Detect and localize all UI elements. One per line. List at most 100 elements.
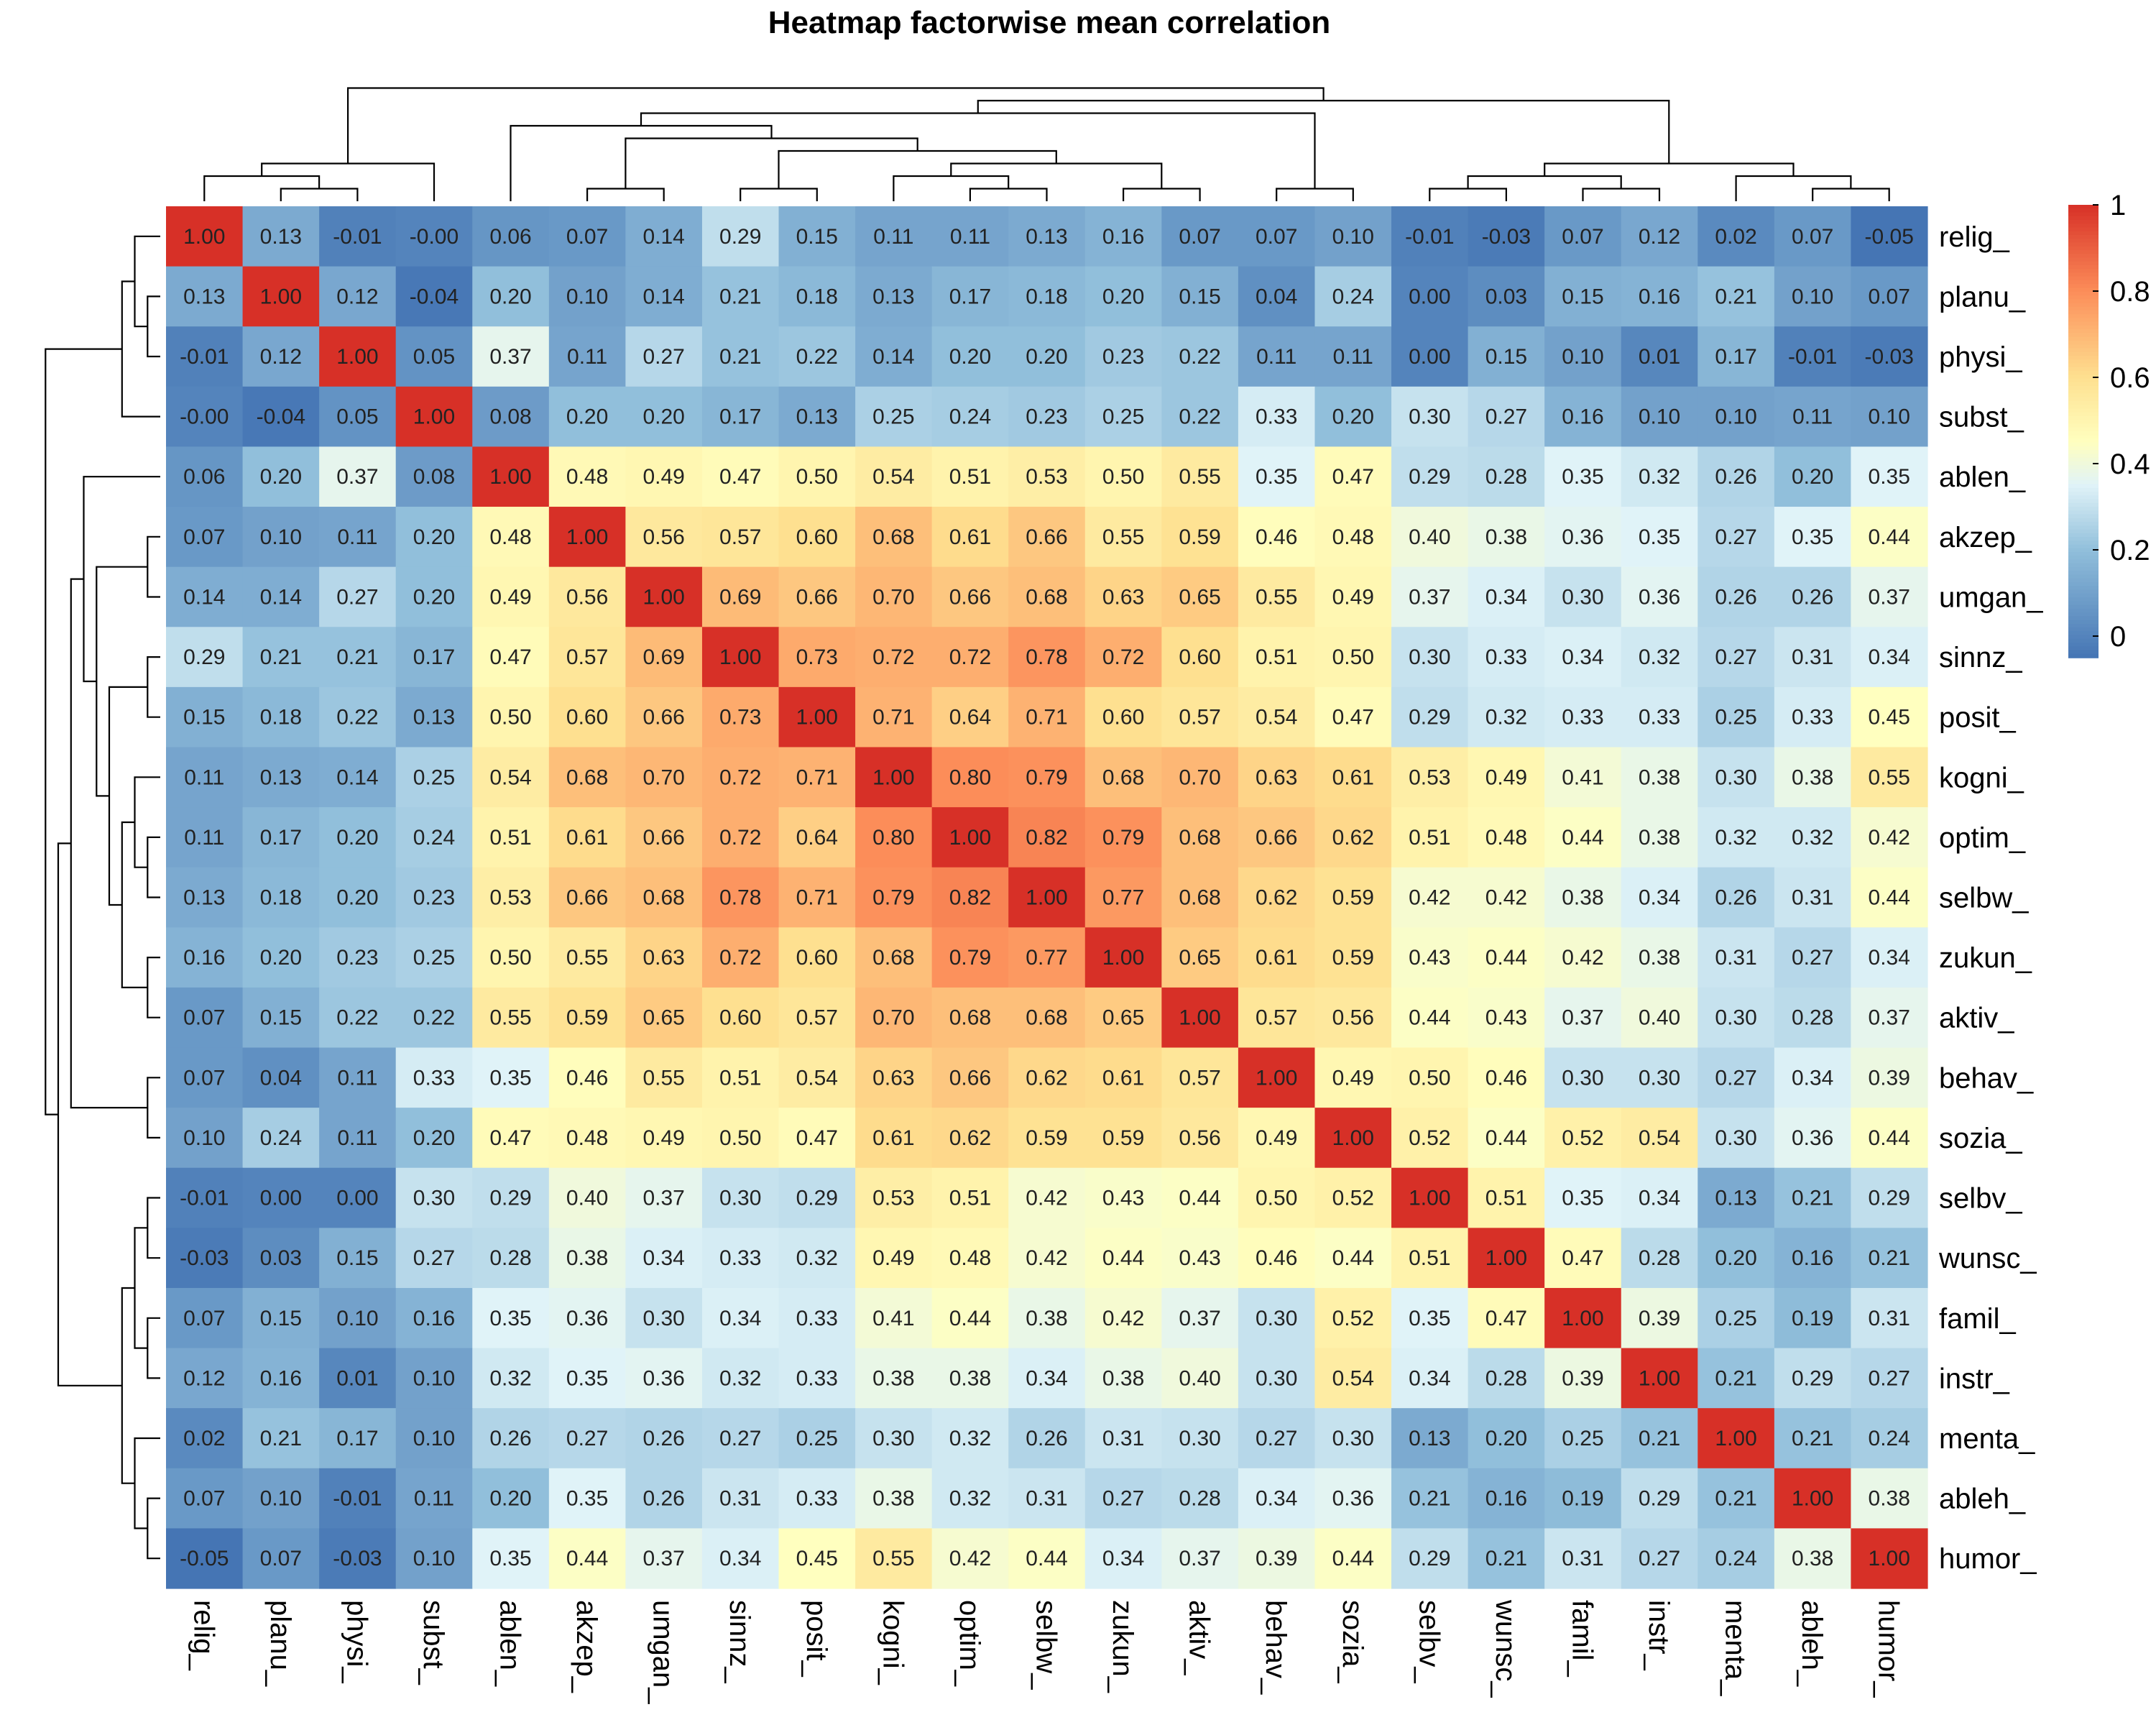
- cell-value-label: 0.34: [1792, 1066, 1833, 1090]
- heatmap-cell: [1468, 747, 1545, 808]
- heatmap-cell: [242, 446, 320, 507]
- heatmap-cell: [1774, 566, 1852, 627]
- cell-value-label: 0.48: [489, 525, 531, 549]
- cell-value-label: 0.34: [1409, 1366, 1450, 1390]
- cell-value-label: 0.07: [183, 525, 225, 549]
- cell-value-label: 0.07: [1869, 285, 1910, 308]
- legend-gradient-segment: [2068, 533, 2099, 538]
- dendrogram-branch: [950, 162, 1163, 189]
- cell-value-label: 0.25: [1562, 1427, 1603, 1450]
- cell-value-label: 0.04: [1256, 285, 1297, 308]
- cell-value-label: 0.07: [183, 1006, 225, 1030]
- heatmap-cell: [1391, 867, 1469, 928]
- row-label: selbw_: [1939, 883, 2029, 914]
- heatmap-cell: [625, 1528, 703, 1589]
- heatmap-cell: [319, 1408, 397, 1469]
- heatmap-cell: [1621, 326, 1698, 387]
- heatmap-cell: [1851, 266, 1928, 327]
- cell-value-label: 0.12: [1639, 225, 1680, 249]
- legend-gradient-segment: [2068, 356, 2099, 361]
- heatmap-cell: [166, 1528, 244, 1589]
- cell-value-label: 0.49: [642, 1126, 684, 1150]
- legend-gradient-segment: [2068, 438, 2099, 443]
- heatmap-cell: [1468, 1528, 1545, 1589]
- cell-value-label: 0.24: [1332, 285, 1374, 308]
- legend-gradient-segment: [2068, 341, 2099, 346]
- heatmap-cell: [1544, 326, 1622, 387]
- heatmap-cell: [472, 747, 550, 808]
- heatmap-cell: [1391, 1047, 1469, 1108]
- cell-value-label: 1.00: [1332, 1126, 1374, 1150]
- cell-value-label: -0.04: [257, 405, 305, 429]
- cell-value-label: 0.38: [1792, 765, 1833, 789]
- heatmap-cell: [1314, 1287, 1392, 1349]
- heatmap-cell: [395, 386, 473, 448]
- heatmap-cell: [472, 867, 550, 928]
- cell-value-label: 0.68: [1026, 1006, 1067, 1030]
- cell-value-label: 0.36: [642, 1366, 684, 1390]
- legend-gradient-segment: [2068, 631, 2099, 636]
- heatmap-cell: [548, 1167, 626, 1228]
- heatmap-cell: [1391, 1228, 1469, 1289]
- heatmap-cell: [1238, 1287, 1316, 1349]
- legend-gradient-segment: [2068, 359, 2099, 364]
- cell-value-label: 1.00: [1562, 1307, 1603, 1330]
- heatmap-cell: [1314, 1348, 1392, 1409]
- heatmap-cell: [1391, 747, 1469, 808]
- heatmap-cell: [778, 627, 856, 688]
- cell-value-label: 0.24: [413, 826, 455, 850]
- cell-value-label: 0.71: [872, 706, 914, 730]
- row-label: relig_: [1939, 221, 2010, 253]
- cell-value-label: 0.71: [1026, 706, 1067, 730]
- heatmap-cell: [319, 206, 397, 267]
- heatmap-cell: [855, 987, 933, 1049]
- cell-value-label: 0.35: [1639, 525, 1680, 549]
- cell-value-label: 0.11: [337, 1066, 377, 1090]
- heatmap-cell: [1851, 446, 1928, 507]
- heatmap-cell: [395, 1468, 473, 1529]
- cell-value-label: 0.55: [566, 946, 608, 970]
- cell-value-label: 0.35: [1792, 525, 1833, 549]
- heatmap-cell: [1621, 747, 1698, 808]
- legend-gradient-segment: [2068, 231, 2099, 236]
- cell-value-label: 0.44: [949, 1307, 991, 1330]
- dendrogram-branch: [108, 686, 148, 906]
- cell-value-label: 0.21: [1869, 1246, 1910, 1270]
- cell-value-label: 0.39: [1562, 1366, 1603, 1390]
- heatmap-cell: [778, 1108, 856, 1169]
- cell-value-label: 0.00: [336, 1187, 378, 1210]
- legend-gradient-segment: [2068, 540, 2099, 546]
- cell-value-label: 1.00: [872, 765, 914, 789]
- heatmap-cell: [1008, 1408, 1086, 1469]
- legend-gradient-segment: [2068, 427, 2099, 432]
- cell-value-label: 0.16: [260, 1366, 302, 1390]
- cell-value-label: 0.30: [1562, 585, 1603, 609]
- legend-gradient-segment: [2068, 374, 2099, 380]
- heatmap-cell: [166, 927, 244, 988]
- legend-gradient-segment: [2068, 269, 2099, 274]
- heatmap-cell: [1314, 987, 1392, 1049]
- column-label: umgan_: [648, 1600, 679, 1704]
- cell-value-label: 0.10: [413, 1366, 455, 1390]
- heatmap-cell: [1621, 1348, 1698, 1409]
- legend-gradient-segment: [2068, 299, 2099, 304]
- cell-value-label: 0.59: [1102, 1126, 1144, 1150]
- cell-value-label: 0.20: [1485, 1427, 1527, 1450]
- heatmap-cell: [319, 747, 397, 808]
- heatmap-cell: [1697, 1468, 1775, 1529]
- cell-value-label: 0.44: [1102, 1246, 1144, 1270]
- cell-value-label: 0.24: [260, 1126, 302, 1150]
- heatmap-cell: [701, 1108, 780, 1169]
- cell-value-label: 1.00: [413, 405, 455, 429]
- cell-value-label: 0.16: [413, 1307, 455, 1330]
- heatmap-cell: [319, 807, 397, 868]
- cell-value-label: 0.33: [796, 1487, 838, 1511]
- cell-value-label: 0.34: [1639, 886, 1680, 910]
- dendrogram-branch: [147, 1197, 160, 1259]
- heatmap-cell: [1468, 386, 1545, 448]
- cell-value-label: 0.30: [1179, 1427, 1220, 1450]
- heatmap-cell: [166, 627, 244, 688]
- heatmap-cell: [1774, 686, 1852, 748]
- cell-value-label: 0.14: [642, 285, 684, 308]
- heatmap-cell: [319, 386, 397, 448]
